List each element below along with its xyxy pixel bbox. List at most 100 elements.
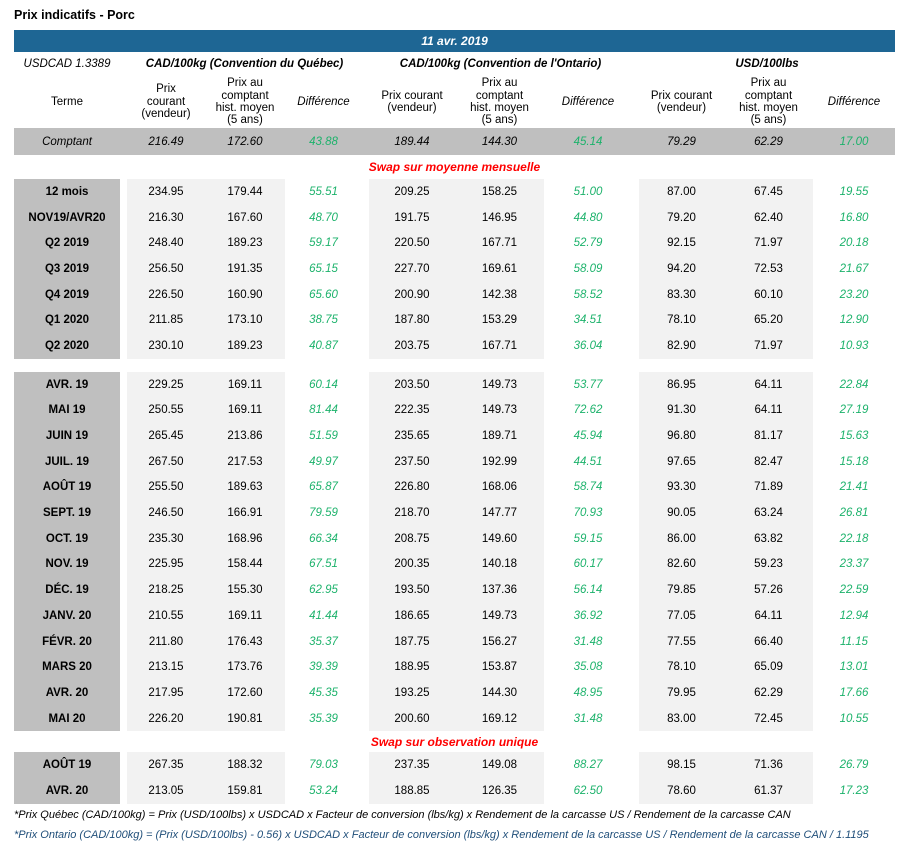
usd-prix-courant-cell: 83.30: [639, 281, 724, 308]
quebec-prix-courant-cell: 234.95: [127, 179, 205, 205]
ontario-difference-cell: 44.80: [573, 211, 603, 224]
column-gap: [120, 128, 127, 155]
ontario-prix-courant-cell: 218.70: [369, 500, 455, 526]
ontario-prix-comptant-cell: 144.30: [455, 128, 544, 155]
report-page: Prix indicatifs - Porc 11 avr. 2019 USDC…: [0, 8, 915, 849]
ontario-prix-courant-cell: 188.85: [369, 778, 455, 804]
usd-prix-comptant-cell: 62.40: [724, 204, 813, 231]
ontario-prix-comptant-cell: 140.18: [455, 551, 544, 578]
usd-prix-courant-cell: 98.15: [639, 752, 724, 779]
table-row: AVR. 19 229.25 169.11 60.14 203.50 149.73 53.7…: [14, 371, 895, 398]
quebec-difference-cell: 49.97: [309, 455, 338, 468]
quebec-prix-comptant-cell: 173.10: [205, 307, 285, 334]
group-header-quebec: CAD/100kg (Convention du Québec): [145, 58, 344, 70]
quebec-difference-cell: 38.75: [309, 314, 338, 327]
usd-prix-courant-cell: 82.60: [639, 551, 724, 578]
quebec-difference-cell: 60.14: [309, 378, 338, 391]
quebec-prix-comptant-cell: 189.23: [205, 230, 285, 257]
table-row: Q1 2020 211.85 173.10 38.75 187.80 153.29 34.5…: [14, 307, 895, 334]
swap-mensuelle-mois: AVR. 19 229.25 169.11 60.14 203.50 149.73 53.7…: [14, 371, 895, 732]
column-header-quebec-difference: Différence: [297, 95, 350, 108]
usd-prix-comptant-cell: 72.53: [724, 256, 813, 282]
quebec-prix-courant-cell: 235.30: [127, 525, 205, 552]
usd-prix-comptant-cell: 71.97: [724, 333, 813, 359]
quebec-prix-courant-cell: 216.49: [127, 128, 205, 155]
usd-prix-courant-cell: 78.60: [639, 778, 724, 804]
column-gap: [362, 398, 369, 424]
usd-prix-courant-cell: 87.00: [639, 179, 724, 205]
column-gap: [120, 680, 127, 706]
column-gap: [120, 752, 127, 778]
ontario-prix-comptant-cell: 156.27: [455, 628, 544, 655]
usd-difference-cell: 22.18: [839, 532, 869, 545]
quebec-difference-cell: 62.95: [309, 584, 338, 597]
ontario-prix-comptant-cell: 146.95: [455, 204, 544, 231]
column-gap: [362, 552, 369, 578]
terme-cell: Q2 2019: [14, 230, 120, 257]
terme-cell: Q1 2020: [14, 307, 120, 334]
column-header-ontario-comptant: Prix au comptant hist. moyen (5 ans): [470, 77, 529, 127]
table-row: JUIN 19 265.45 213.86 51.59 235.65 189.71 45.9…: [14, 423, 895, 449]
usd-difference-cell: 26.79: [839, 759, 869, 772]
ontario-difference-cell: 36.92: [573, 609, 603, 622]
ontario-prix-courant-cell: 203.50: [369, 371, 455, 398]
column-gap: [632, 778, 639, 804]
footnote-ontario: *Prix Ontario (CAD/100kg) = (Prix (USD/1…: [14, 828, 869, 841]
quebec-prix-comptant-cell: 159.81: [205, 778, 285, 804]
column-gap: [632, 256, 639, 282]
quebec-prix-comptant-cell: 173.76: [205, 654, 285, 681]
column-header-quebec-comptant: Prix au comptant hist. moyen (5 ans): [215, 77, 275, 127]
column-gap: [362, 706, 369, 732]
ontario-difference-cell: 60.17: [573, 558, 603, 571]
ontario-prix-comptant-cell: 169.61: [455, 256, 544, 282]
terme-cell: Q3 2019: [14, 256, 120, 282]
usd-prix-courant-cell: 79.20: [639, 204, 724, 231]
column-gap: [632, 333, 639, 359]
column-gap: [120, 706, 127, 732]
usd-difference-cell: 23.37: [839, 558, 869, 571]
usd-prix-courant-cell: 93.30: [639, 474, 724, 501]
column-gap: [120, 654, 127, 680]
column-gap: [362, 333, 369, 359]
usd-difference-cell: 10.55: [839, 712, 869, 725]
ontario-difference-cell: 62.50: [573, 784, 603, 797]
ontario-difference-cell: 36.04: [573, 339, 603, 352]
column-gap: [362, 500, 369, 526]
column-gap: [632, 706, 639, 732]
ontario-prix-comptant-cell: 167.71: [455, 230, 544, 257]
quebec-prix-courant-cell: 267.50: [127, 448, 205, 475]
ontario-prix-courant-cell: 227.70: [369, 256, 455, 282]
ontario-prix-comptant-cell: 189.71: [455, 423, 544, 449]
table-body: Comptant 216.49 172.60 43.88 189.44 144.30 45.…: [14, 128, 895, 804]
quebec-prix-comptant-cell: 191.35: [205, 256, 285, 282]
ontario-prix-comptant-cell: 149.73: [455, 603, 544, 629]
usd-prix-comptant-cell: 61.37: [724, 778, 813, 804]
column-gap: [632, 552, 639, 578]
ontario-difference-cell: 72.62: [573, 404, 603, 417]
quebec-prix-comptant-cell: 190.81: [205, 705, 285, 732]
terme-cell: JANV. 20: [14, 603, 120, 629]
column-header-quebec-courant: Prix courant (vendeur): [141, 83, 191, 121]
usd-prix-comptant-cell: 81.17: [724, 423, 813, 449]
terme-cell: AOÛT 19: [14, 752, 120, 779]
terme-cell: AVR. 20: [14, 778, 120, 804]
quebec-prix-comptant-cell: 213.86: [205, 423, 285, 449]
price-report: Prix indicatifs - Porc 11 avr. 2019 USDC…: [14, 8, 895, 844]
ontario-prix-comptant-cell: 126.35: [455, 778, 544, 804]
quebec-prix-courant-cell: 217.95: [127, 680, 205, 706]
quebec-difference-cell: 67.51: [309, 558, 338, 571]
ontario-prix-courant-cell: 226.80: [369, 474, 455, 501]
terme-cell: MAI 20: [14, 705, 120, 732]
quebec-prix-comptant-cell: 158.44: [205, 551, 285, 578]
usd-prix-courant-cell: 77.05: [639, 603, 724, 629]
table-row: AVR. 20 217.95 172.60 45.35 193.25 144.30 48.9…: [14, 680, 895, 706]
column-gap: [362, 179, 369, 205]
terme-cell: JUIL. 19: [14, 448, 120, 475]
usd-prix-comptant-cell: 66.40: [724, 628, 813, 655]
usd-difference-cell: 26.81: [839, 507, 869, 520]
ontario-difference-cell: 58.52: [573, 288, 603, 301]
ontario-difference-cell: 31.48: [573, 712, 603, 725]
ontario-prix-courant-cell: 235.65: [369, 423, 455, 449]
ontario-prix-courant-cell: 193.50: [369, 577, 455, 603]
page-title: Prix indicatifs - Porc: [14, 8, 135, 22]
